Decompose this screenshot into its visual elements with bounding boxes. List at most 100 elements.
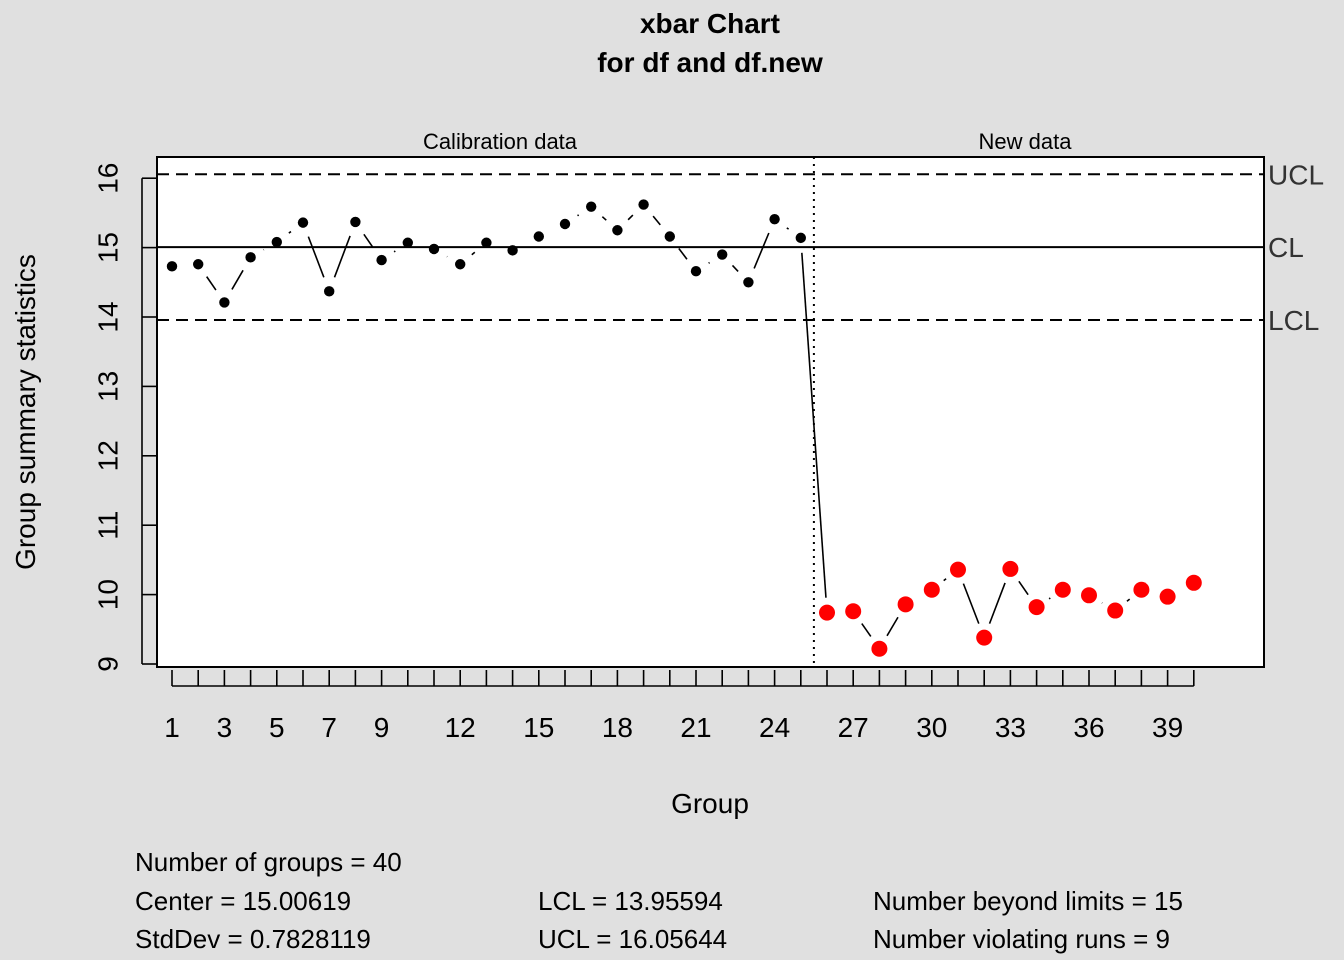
series-segment	[577, 214, 580, 217]
x-tick-label: 12	[445, 712, 476, 743]
stat-ucl: UCL = 16.05644	[538, 924, 727, 954]
series-segment	[471, 251, 476, 256]
data-point	[586, 201, 597, 212]
x-tick-label: 24	[759, 712, 790, 743]
data-point	[324, 286, 335, 297]
control-limits	[157, 157, 1264, 667]
series-segment	[333, 235, 351, 278]
data-point-violation	[1185, 574, 1202, 591]
y-tick-label: 14	[93, 301, 124, 332]
y-tick-label: 12	[93, 440, 124, 471]
series-segment	[206, 276, 217, 291]
data-point	[271, 236, 282, 248]
data-point	[717, 249, 728, 260]
data-point-violation	[1028, 599, 1045, 616]
series-segment	[627, 214, 634, 221]
y-tick-label: 16	[93, 163, 124, 194]
data-point	[612, 225, 623, 236]
section-label-calibration: Calibration data	[423, 129, 578, 154]
x-tick-label: 15	[523, 712, 554, 743]
series-segment	[1048, 597, 1051, 600]
series-segment	[731, 264, 739, 272]
series-segment	[1018, 580, 1029, 596]
chart-title: xbar Chart	[640, 8, 780, 39]
data-point	[664, 231, 675, 242]
series-segment	[652, 215, 661, 226]
x-tick-label: 39	[1152, 712, 1183, 743]
data-point	[428, 243, 440, 255]
data-point-violation	[845, 603, 862, 620]
series-segment	[886, 616, 899, 637]
stat-groups: Number of groups = 40	[135, 847, 402, 877]
x-tick-label: 30	[916, 712, 947, 743]
stat-center: Center = 15.00619	[135, 886, 351, 916]
series-segment	[601, 216, 607, 221]
chart-subtitle: for df and df.new	[597, 47, 823, 78]
x-axis: 1 3 5 7 9 12 15 18 21 24 27 30 33 36 39	[164, 670, 1195, 743]
y-tick-label: 13	[93, 371, 124, 402]
series-segment	[988, 582, 1006, 624]
series-segment	[1126, 598, 1131, 602]
data-point	[507, 245, 518, 256]
data-point-violation	[1159, 588, 1176, 605]
y-tick-label: 15	[93, 232, 124, 263]
limit-label-ucl: UCL	[1268, 159, 1324, 190]
data-point	[795, 232, 806, 244]
section-label-new: New data	[979, 129, 1073, 154]
x-axis-title: Group	[671, 788, 749, 819]
stat-lcl: LCL = 13.95594	[538, 886, 723, 916]
stat-violating-runs: Number violating runs = 9	[873, 924, 1170, 954]
series-segment	[861, 623, 872, 637]
data-points	[166, 199, 1202, 657]
data-point-violation	[897, 596, 914, 613]
limit-label-lcl: LCL	[1268, 305, 1319, 336]
data-point	[245, 252, 256, 263]
plot-area	[156, 156, 1265, 668]
data-point	[455, 259, 466, 270]
data-point	[219, 297, 230, 308]
data-point	[166, 261, 178, 272]
series-segment	[753, 232, 770, 269]
data-point-violation	[1133, 581, 1150, 598]
data-point	[193, 259, 204, 270]
data-point-violation	[1107, 602, 1124, 619]
x-tick-label: 18	[602, 712, 633, 743]
data-point-violation	[950, 561, 966, 578]
data-point	[376, 254, 387, 266]
stat-stddev: StdDev = 0.7828119	[135, 924, 371, 954]
x-tick-label: 36	[1073, 712, 1104, 743]
data-point-violation	[819, 604, 835, 621]
x-tick-label: 33	[995, 712, 1026, 743]
series-segment	[786, 227, 790, 230]
series-segment	[231, 269, 244, 290]
data-point	[559, 218, 571, 230]
x-tick-label: 21	[680, 712, 711, 743]
data-point	[638, 199, 649, 210]
x-tick-label: 9	[374, 712, 390, 743]
stat-beyond-limits: Number beyond limits = 15	[873, 886, 1183, 916]
data-point-violation	[923, 581, 940, 598]
data-point	[769, 213, 780, 225]
data-point	[297, 217, 309, 228]
data-point-violation	[1002, 560, 1019, 577]
y-tick-label: 9	[93, 656, 124, 672]
y-axis-title: Group summary statistics	[10, 254, 41, 570]
x-tick-label: 27	[838, 712, 869, 743]
x-tick-label: 7	[321, 712, 337, 743]
data-point	[533, 231, 544, 242]
series-segment	[678, 247, 688, 260]
data-point	[690, 265, 702, 277]
x-tick-label: 1	[164, 712, 180, 743]
y-tick-label: 11	[93, 511, 124, 540]
series-segment	[288, 230, 292, 234]
series-lines	[206, 214, 1131, 637]
y-axis: 9 10 11 12 13 14 15 16	[93, 163, 157, 672]
data-point-violation	[871, 640, 888, 657]
series-segment	[363, 233, 374, 249]
data-point	[402, 237, 413, 248]
data-point	[350, 216, 361, 228]
series-segment	[943, 578, 947, 582]
data-point-violation	[1054, 581, 1071, 598]
data-point	[743, 277, 754, 288]
